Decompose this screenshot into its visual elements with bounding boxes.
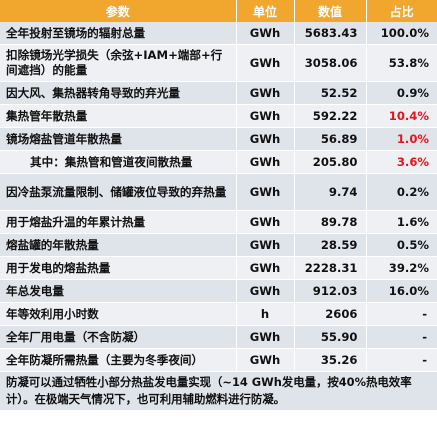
row-unit: GWh — [236, 44, 295, 82]
row-share-highlight: 3.6% — [366, 150, 437, 174]
row-unit: GWh — [236, 173, 295, 211]
table-note-row: 防凝可以通过牺牲小部分热盐发电量实现（~14 GWh发电量，按40%热电效率计）… — [0, 371, 437, 411]
row-param: 镜场熔盐管道年散热量 — [0, 127, 237, 151]
table-row: 年等效利用小时数 h 2606 - — [0, 302, 437, 326]
header-value: 数值 — [294, 0, 367, 22]
table-row: 全年防凝所需热量（主要为冬季夜间） GWh 35.26 - — [0, 348, 437, 372]
row-share: 0.2% — [366, 173, 437, 211]
row-unit: GWh — [236, 150, 295, 174]
row-share: - — [366, 302, 437, 326]
row-param: 因冷盐泵流量限制、储罐液位导致的弃热量 — [0, 173, 237, 211]
header-unit: 单位 — [236, 0, 295, 22]
row-share-highlight: 10.4% — [366, 104, 437, 128]
header-share: 占比 — [366, 0, 437, 22]
row-value: 35.26 — [294, 348, 367, 372]
table-row: 全年投射至镜场的辐射总量 GWh 5683.43 100.0% — [0, 22, 437, 45]
row-value: 205.80 — [294, 150, 367, 174]
table-note: 防凝可以通过牺牲小部分热盐发电量实现（~14 GWh发电量，按40%热电效率计）… — [0, 371, 437, 411]
table-row: 因大风、集热器转角导致的弃光量 GWh 52.52 0.9% — [0, 81, 437, 105]
table-row: 扣除镜场光学损失（余弦+IAM+端部+行间遮挡）的能量 GWh 3058.06 … — [0, 44, 437, 82]
row-param: 扣除镜场光学损失（余弦+IAM+端部+行间遮挡）的能量 — [0, 44, 237, 82]
row-param: 熔盐罐的年散热量 — [0, 233, 237, 257]
row-param-sub: 其中：集热管和管道夜间散热量 — [0, 150, 237, 174]
row-value: 5683.43 — [294, 22, 367, 45]
table-row: 集热管年散热量 GWh 592.22 10.4% — [0, 104, 437, 128]
row-param: 全年投射至镜场的辐射总量 — [0, 22, 237, 45]
row-unit: GWh — [236, 127, 295, 151]
row-unit: GWh — [236, 22, 295, 45]
row-unit: h — [236, 302, 295, 326]
row-param: 年等效利用小时数 — [0, 302, 237, 326]
row-share: 53.8% — [366, 44, 437, 82]
row-param: 用于发电的熔盐热量 — [0, 256, 237, 280]
table-row: 年总发电量 GWh 912.03 16.0% — [0, 279, 437, 303]
row-share: 39.2% — [366, 256, 437, 280]
row-share-highlight: 1.0% — [366, 127, 437, 151]
row-value: 55.90 — [294, 325, 367, 349]
row-unit: GWh — [236, 256, 295, 280]
row-value: 9.74 — [294, 173, 367, 211]
row-value: 52.52 — [294, 81, 367, 105]
row-share: 1.6% — [366, 210, 437, 234]
row-value: 3058.06 — [294, 44, 367, 82]
row-param: 全年厂用电量（不含防凝） — [0, 325, 237, 349]
row-unit: GWh — [236, 104, 295, 128]
row-share: 16.0% — [366, 279, 437, 303]
row-param: 用于熔盐升温的年累计热量 — [0, 210, 237, 234]
row-value: 2228.31 — [294, 256, 367, 280]
row-param: 集热管年散热量 — [0, 104, 237, 128]
row-share: - — [366, 348, 437, 372]
table-row: 用于熔盐升温的年累计热量 GWh 89.78 1.6% — [0, 210, 437, 234]
table-row: 其中：集热管和管道夜间散热量 GWh 205.80 3.6% — [0, 150, 437, 174]
table-row: 全年厂用电量（不含防凝） GWh 55.90 - — [0, 325, 437, 349]
row-share: - — [366, 325, 437, 349]
table-header: 参数 单位 数值 占比 — [0, 0, 437, 22]
row-unit: GWh — [236, 348, 295, 372]
table-row: 因冷盐泵流量限制、储罐液位导致的弃热量 GWh 9.74 0.2% — [0, 173, 437, 211]
row-param: 年总发电量 — [0, 279, 237, 303]
row-unit: GWh — [236, 325, 295, 349]
row-value: 2606 — [294, 302, 367, 326]
row-unit: GWh — [236, 279, 295, 303]
row-share: 100.0% — [366, 22, 437, 45]
row-value: 592.22 — [294, 104, 367, 128]
table-row: 镜场熔盐管道年散热量 GWh 56.89 1.0% — [0, 127, 437, 151]
row-share: 0.9% — [366, 81, 437, 105]
row-share: 0.5% — [366, 233, 437, 257]
row-param: 因大风、集热器转角导致的弃光量 — [0, 81, 237, 105]
row-value: 89.78 — [294, 210, 367, 234]
row-unit: GWh — [236, 210, 295, 234]
row-value: 56.89 — [294, 127, 367, 151]
table-row: 用于发电的熔盐热量 GWh 2228.31 39.2% — [0, 256, 437, 280]
energy-balance-table: 参数 单位 数值 占比 全年投射至镜场的辐射总量 GWh 5683.43 100… — [0, 0, 437, 411]
row-unit: GWh — [236, 233, 295, 257]
row-value: 28.59 — [294, 233, 367, 257]
table-row: 熔盐罐的年散热量 GWh 28.59 0.5% — [0, 233, 437, 257]
header-param: 参数 — [0, 0, 237, 22]
row-unit: GWh — [236, 81, 295, 105]
row-value: 912.03 — [294, 279, 367, 303]
row-param: 全年防凝所需热量（主要为冬季夜间） — [0, 348, 237, 372]
